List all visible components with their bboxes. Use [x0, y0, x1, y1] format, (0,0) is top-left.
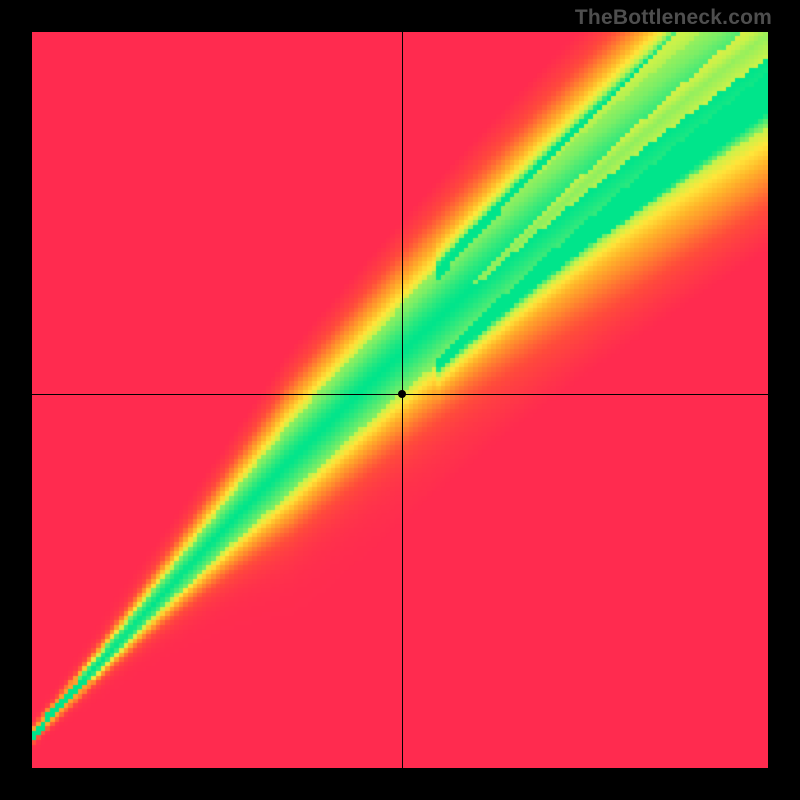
heatmap-canvas: [32, 32, 768, 768]
crosshair-vertical: [402, 32, 403, 768]
heatmap-plot: [32, 32, 768, 768]
watermark-text: TheBottleneck.com: [575, 6, 772, 30]
